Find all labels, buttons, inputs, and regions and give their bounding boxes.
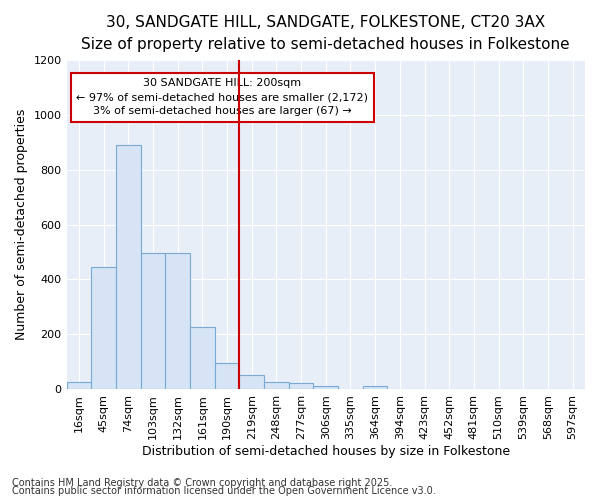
Bar xyxy=(215,363,239,389)
Y-axis label: Number of semi-detached properties: Number of semi-detached properties xyxy=(15,109,28,340)
Bar xyxy=(91,267,116,389)
Bar xyxy=(165,254,190,389)
Bar xyxy=(264,382,289,389)
Text: Contains public sector information licensed under the Open Government Licence v3: Contains public sector information licen… xyxy=(12,486,436,496)
Bar xyxy=(67,382,91,389)
Bar xyxy=(116,145,140,389)
Bar xyxy=(363,386,388,389)
X-axis label: Distribution of semi-detached houses by size in Folkestone: Distribution of semi-detached houses by … xyxy=(142,444,510,458)
Bar xyxy=(313,386,338,389)
Text: Contains HM Land Registry data © Crown copyright and database right 2025.: Contains HM Land Registry data © Crown c… xyxy=(12,478,392,488)
Bar xyxy=(289,384,313,389)
Bar xyxy=(140,254,165,389)
Title: 30, SANDGATE HILL, SANDGATE, FOLKESTONE, CT20 3AX
Size of property relative to s: 30, SANDGATE HILL, SANDGATE, FOLKESTONE,… xyxy=(82,15,570,52)
Bar xyxy=(239,376,264,389)
Bar xyxy=(190,328,215,389)
Text: 30 SANDGATE HILL: 200sqm
← 97% of semi-detached houses are smaller (2,172)
3% of: 30 SANDGATE HILL: 200sqm ← 97% of semi-d… xyxy=(76,78,368,116)
